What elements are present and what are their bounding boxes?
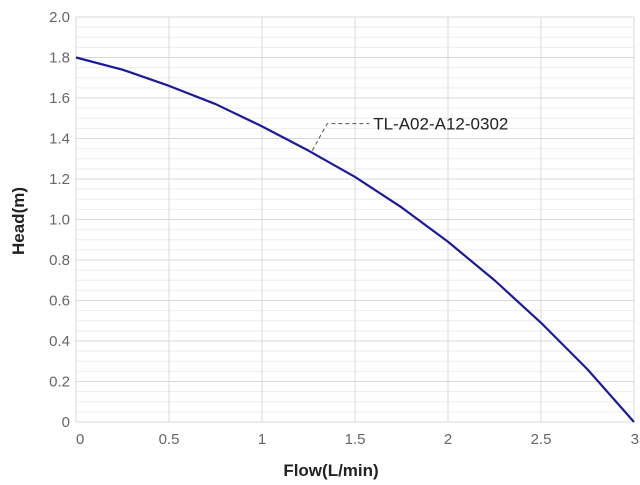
y-tick-label: 0.8 bbox=[49, 252, 70, 269]
y-tick-label: 1.6 bbox=[49, 90, 70, 107]
series-annotation-label: TL-A02-A12-0302 bbox=[373, 115, 508, 134]
y-axis-title: Head(m) bbox=[9, 187, 28, 255]
y-tick-label: 2.0 bbox=[49, 9, 70, 26]
annotation-leader bbox=[311, 123, 370, 151]
x-tick-label: 3 bbox=[631, 431, 639, 448]
x-tick-label: 1 bbox=[258, 431, 266, 448]
y-tick-label: 0.2 bbox=[49, 374, 70, 391]
x-axis-title: Flow(L/min) bbox=[283, 461, 378, 480]
series-layer bbox=[75, 56, 635, 423]
y-tick-label: 1.8 bbox=[49, 50, 70, 67]
y-tick-label: 0 bbox=[62, 414, 70, 431]
x-tick-label: 0.5 bbox=[159, 431, 180, 448]
x-tick-label: 2.5 bbox=[531, 431, 552, 448]
y-tick-label: 0.6 bbox=[49, 293, 70, 310]
y-tick-label: 1.2 bbox=[49, 171, 70, 188]
y-tick-label: 1.4 bbox=[49, 131, 70, 148]
x-tick-label: 0 bbox=[76, 431, 84, 448]
annotation-layer: TL-A02-A12-0302 bbox=[311, 115, 508, 151]
series-line bbox=[75, 56, 635, 423]
x-tick-labels: 0 0.5 1 1.5 2 2.5 3 bbox=[76, 431, 639, 448]
y-tick-label: 1.0 bbox=[49, 212, 70, 229]
y-tick-label: 0.4 bbox=[49, 333, 70, 350]
major-gridlines bbox=[75, 16, 635, 423]
x-tick-label: 2 bbox=[444, 431, 452, 448]
y-tick-labels: 0 0.2 0.4 0.6 0.8 1.0 1.2 1.4 1.6 1.8 2.0 bbox=[49, 9, 70, 431]
x-tick-label: 1.5 bbox=[345, 431, 366, 448]
